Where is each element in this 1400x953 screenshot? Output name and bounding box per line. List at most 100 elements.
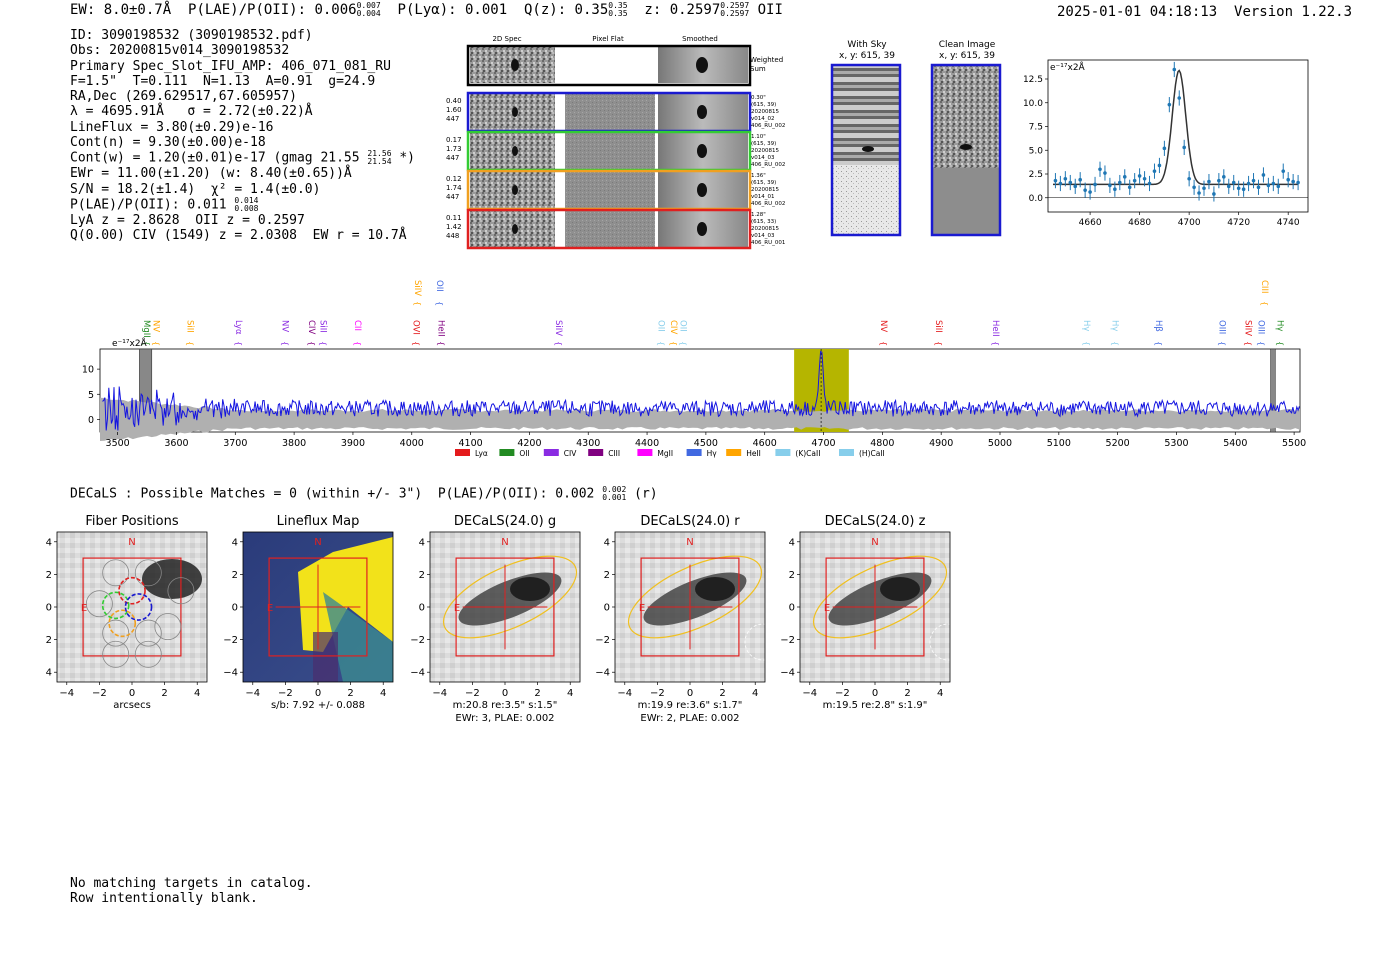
cutout-pixelflat-0 <box>565 94 655 130</box>
legend-swatch-2 <box>543 449 559 456</box>
x-tick-label-10: 4500 <box>694 438 718 449</box>
data-point-36 <box>1231 180 1236 185</box>
line-marker-brace-6: { <box>319 341 328 346</box>
y-tick-label-0-2: 0 <box>46 603 52 614</box>
decals-plae-lower: 0.001 <box>602 493 627 502</box>
panel-image-2: DECaLS(24.0) g N E −4 −4 −2 −2 0 0 2 2 4 4 m:20.8 re:… <box>410 514 581 724</box>
fiber-cutouts-panel: 2D Spec Pixel Flat Smoothed Weighted Sum … <box>446 35 785 250</box>
data-point-44 <box>1271 181 1276 186</box>
cutout-meta-0-4: 406_RU_002 <box>751 123 785 129</box>
x-tick-label-3-1: −2 <box>650 688 665 699</box>
x-tick-label-3-4: 4 <box>752 688 758 699</box>
x-tick-label-4-1: −2 <box>835 688 850 699</box>
line-fit-chart: e⁻¹⁷x2Å 4660 4680 4700 4720 4740 0.0 2.5 5.0 7.5… <box>1023 59 1309 228</box>
search-box-1 <box>268 557 368 657</box>
data-point-4 <box>1073 184 1078 189</box>
footer-line-2: Row intentionally blank. <box>70 891 258 906</box>
decals-header-text: DECaLS : Possible Matches = 0 (within +/… <box>70 486 595 502</box>
x-tick-label-2-3: 2 <box>534 688 540 699</box>
line-marker-brace-0: { <box>142 341 151 346</box>
decals-plae-bounds: 0.002 0.001 <box>602 486 626 502</box>
cutout-meta-2-2: 20200815 <box>751 187 779 193</box>
line-marker-18: HeII <box>990 320 1000 337</box>
data-point-49 <box>1296 180 1300 185</box>
x-tick-label-3: 4720 <box>1227 218 1250 228</box>
imaging-panels: Fiber Positions N E −4 −4 −2 −2 0 0 2 2 4 4 arcsecs Li… <box>45 514 967 724</box>
fiber-circle-2 <box>85 590 113 618</box>
legend-swatch-3 <box>588 449 604 456</box>
line-marker-brace-16: { <box>879 341 888 346</box>
fiber-circle-1 <box>134 559 162 587</box>
line-marker-brace-4: { <box>280 341 289 346</box>
line-marker-24: OIII <box>1255 320 1265 334</box>
decals-header: DECaLS : Possible Matches = 0 (within +/… <box>70 486 658 502</box>
x-tick-label-6: 4100 <box>458 438 482 449</box>
data-point-25 <box>1177 96 1182 100</box>
with-sky-coords: x, y: 615, 39 <box>839 51 895 61</box>
z-bounds: 0.2597 0.2597 <box>720 2 749 18</box>
q-upper: 0.35 <box>608 1 628 10</box>
x-tick-label-1-1: −2 <box>278 688 293 699</box>
lineflux-bright-region <box>298 537 393 652</box>
cutout-meta-2-1: (615, 39) <box>751 180 776 186</box>
legend-swatch-1 <box>499 449 515 456</box>
line-marker-brace-5: { <box>307 341 316 346</box>
x-tick-label-4-4: 4 <box>937 688 943 699</box>
contw-upper: 21.56 <box>367 149 392 159</box>
data-point-3 <box>1068 180 1073 185</box>
line-marker-12: SiIV <box>553 320 563 336</box>
q-text: Q(z): 0.35 <box>523 2 609 18</box>
line-marker-1: NV <box>151 320 161 332</box>
line-marker-20: Hγ <box>1109 320 1119 331</box>
cutout-stat-3-2: 448 <box>446 232 459 240</box>
info-contw: Cont(w) = 1.20(±0.01)e-17 (gmag 21.55 21… <box>70 150 415 166</box>
data-point-35 <box>1226 184 1231 189</box>
panel-caption-3: m:19.9 re:3.6" s:1.7" <box>638 700 743 711</box>
legend-label-6: HeII <box>746 449 761 458</box>
fiber-circle-10 <box>108 609 137 638</box>
y-tick-label-0-1: −2 <box>45 635 52 646</box>
x-tick-label-1-0: −4 <box>245 688 260 699</box>
y-tick-label-3-1: −2 <box>595 635 610 646</box>
x-tick-label-15: 5000 <box>988 438 1012 449</box>
y-tick-label-1-4: 4 <box>232 537 238 548</box>
x-tick-label-1: 3600 <box>164 438 188 449</box>
y-tick-label-1: 5 <box>88 390 94 401</box>
cutout-stat-2-2: 447 <box>446 193 459 201</box>
error-band <box>100 397 1300 441</box>
y-tick-label-0: 0.0 <box>1029 194 1044 204</box>
data-point-45 <box>1276 184 1281 189</box>
fiber-circle-12 <box>134 640 162 668</box>
cutout-stat-0-1: 1.60 <box>446 106 462 114</box>
cutout-header-pixelflat: Pixel Flat <box>592 35 624 43</box>
x-tick-label-17: 5200 <box>1106 438 1130 449</box>
panel-title-3: DECaLS(24.0) r <box>640 514 740 529</box>
data-point-41 <box>1256 185 1261 190</box>
data-point-29 <box>1197 191 1201 195</box>
data-point-8 <box>1093 182 1097 187</box>
cutout-meta-2-3: v014_01 <box>751 194 775 200</box>
data-point-16 <box>1132 178 1137 183</box>
x-tick-label-1: 4680 <box>1128 218 1151 228</box>
line-marker-4: NV <box>279 320 289 332</box>
x-tick-label-1-2: 0 <box>315 688 321 699</box>
line-marker-brace-22: { <box>1217 341 1226 346</box>
line-marker-brace-18: { <box>991 341 1000 346</box>
y-tick-label-2-3: 2 <box>419 570 425 581</box>
cutout-stat-1-0: 0.17 <box>446 136 462 144</box>
data-point-20 <box>1152 169 1157 173</box>
line-marker-brace-26: { <box>1276 341 1285 346</box>
cutout-stat-3-1: 1.42 <box>446 223 462 231</box>
plae-text: P(LAE)/P(OII): 0.006 <box>188 2 357 18</box>
cutout-stat-0-0: 0.40 <box>446 97 462 105</box>
line-marker-brace-2: { <box>186 341 195 346</box>
panel-fiber-0: Fiber Positions N E −4 −4 −2 −2 0 0 2 2 4 4 arcsecs <box>45 514 208 711</box>
y-tick-label-1-0: −4 <box>223 668 238 679</box>
x-tick-label-19: 5400 <box>1223 438 1247 449</box>
y-tick-label-3-2: 0 <box>604 603 610 614</box>
panel-title-2: DECaLS(24.0) g <box>454 514 556 529</box>
cutout-source-0 <box>512 107 518 117</box>
legend-swatch-0 <box>455 449 470 456</box>
full-spectrum-unit-label: e⁻¹⁷x2Å <box>112 337 148 349</box>
y-tick-label-1-1: −2 <box>223 635 238 646</box>
